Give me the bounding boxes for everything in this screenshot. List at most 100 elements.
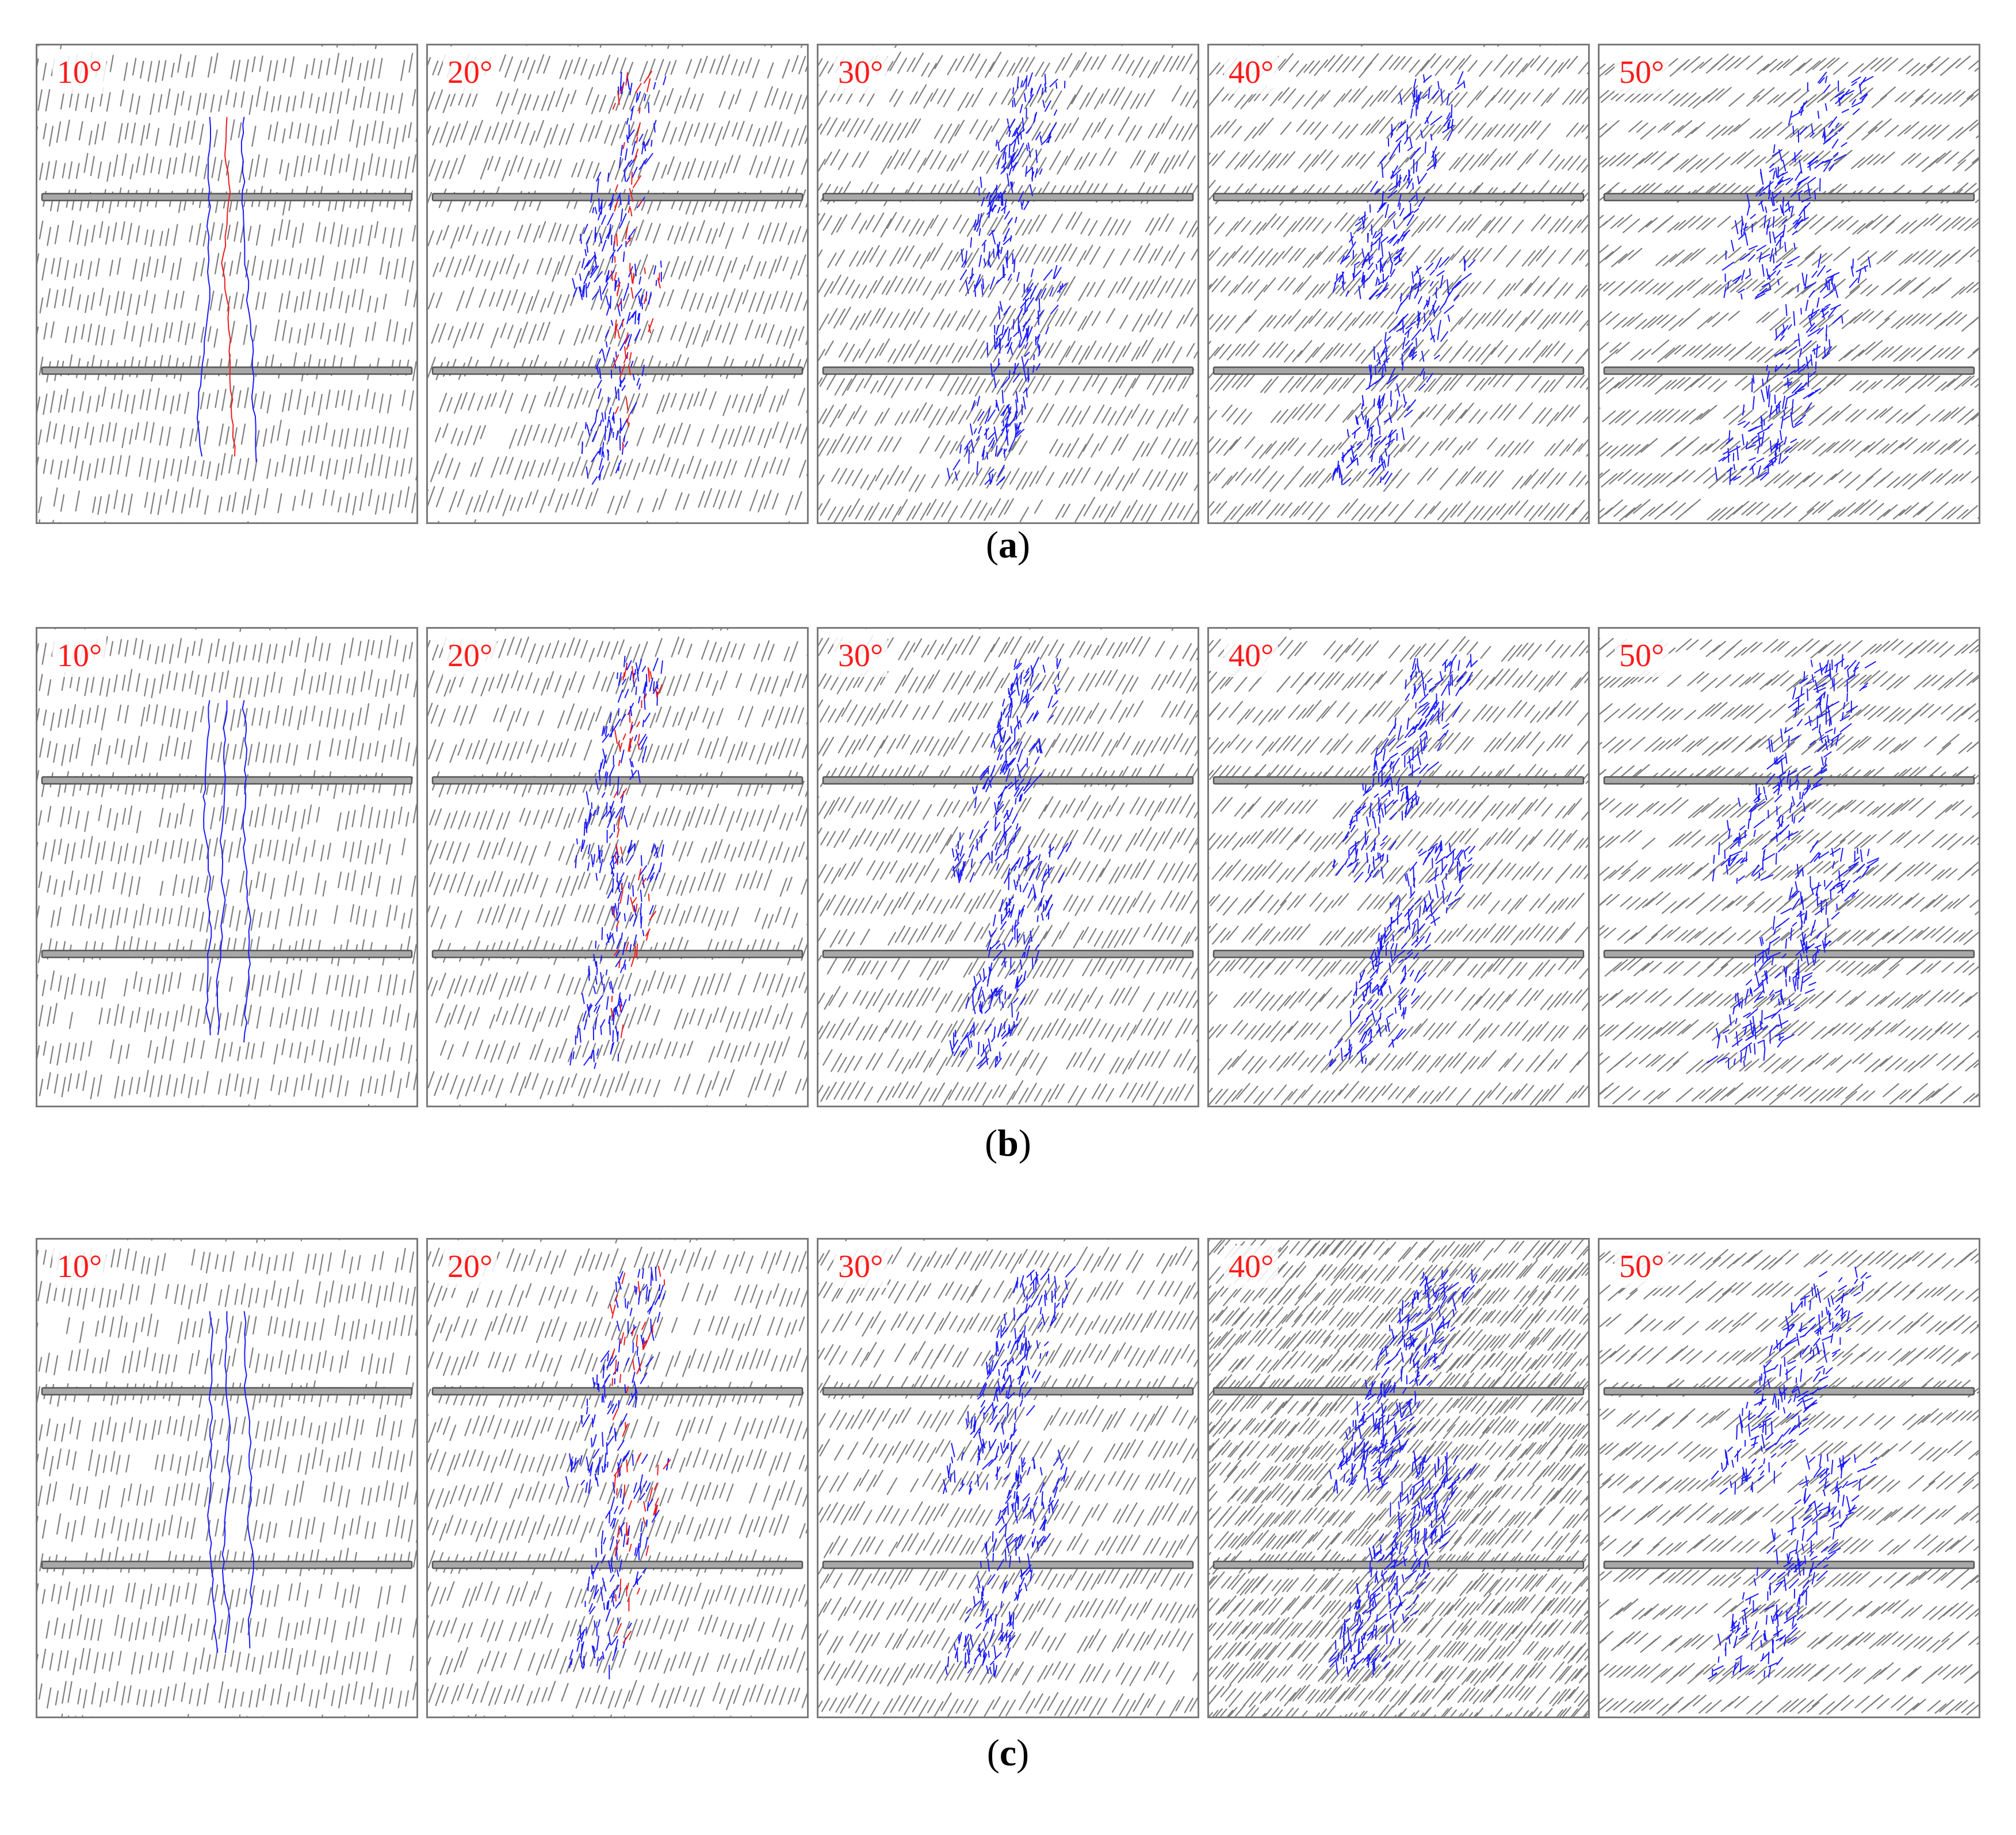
- simulation-panel: 10°: [36, 1238, 418, 1718]
- tensile-cracks: [207, 1311, 254, 1653]
- joint-and-crack-field: [1209, 1240, 1588, 1717]
- joint-and-crack-field: [37, 45, 416, 522]
- joint-angle-label: 50°: [1615, 1245, 1669, 1288]
- joint-set: [818, 45, 1198, 522]
- caption-letter: b: [997, 1122, 1019, 1164]
- tensile-cracks: [1715, 71, 1874, 485]
- joint-set: [37, 629, 416, 1106]
- lower-bolt: [431, 1561, 804, 1569]
- tensile-cracks: [1328, 1269, 1478, 1677]
- subfigure-caption: (a): [0, 523, 2016, 567]
- joint-angle-label: 40°: [1224, 51, 1279, 94]
- upper-bolt: [822, 776, 1194, 785]
- joint-and-crack-field: [818, 629, 1198, 1106]
- simulation-panel: 10°: [36, 44, 418, 524]
- joint-set: [428, 45, 807, 522]
- upper-bolt: [1603, 193, 1975, 201]
- caption-paren-open: (: [986, 1732, 1000, 1774]
- joint-angle-label: 50°: [1615, 634, 1669, 677]
- subfigure-caption: (b): [0, 1122, 2016, 1165]
- joint-angle-label: 30°: [833, 1245, 888, 1288]
- caption-paren-open: (: [986, 524, 999, 566]
- joint-set: [1209, 45, 1588, 522]
- lower-bolt: [41, 1561, 413, 1569]
- joint-lines: [428, 45, 807, 522]
- tensile-cracks: [947, 72, 1068, 486]
- joint-lines: [37, 629, 416, 1106]
- simulation-panel: 20°: [426, 1238, 809, 1718]
- tensile-cracks: [565, 1267, 670, 1680]
- lower-bolt: [41, 366, 413, 375]
- joint-lines: [1600, 1240, 1979, 1717]
- simulation-panel: 10°: [36, 627, 418, 1107]
- upper-bolt: [1603, 1387, 1975, 1396]
- caption-letter: c: [999, 1732, 1017, 1774]
- upper-bolt: [1603, 776, 1975, 785]
- simulation-panel: 30°: [817, 44, 1199, 524]
- joint-and-crack-field: [37, 629, 416, 1106]
- upper-bolt: [431, 776, 804, 785]
- upper-bolt: [41, 776, 413, 785]
- lower-bolt: [431, 366, 804, 375]
- joint-angle-label: 30°: [833, 634, 888, 677]
- simulation-panel: 40°: [1207, 44, 1590, 524]
- tensile-cracks: [569, 656, 664, 1069]
- joint-angle-label: 10°: [52, 51, 107, 94]
- shear-cracks: [609, 1266, 671, 1643]
- upper-bolt: [822, 1387, 1194, 1396]
- simulation-panel: 40°: [1207, 1238, 1590, 1718]
- upper-bolt: [822, 193, 1194, 201]
- shear-cracks: [610, 70, 661, 450]
- joint-and-crack-field: [818, 45, 1198, 522]
- subfigure-caption: (c): [0, 1731, 2016, 1775]
- simulation-panel: 50°: [1598, 44, 1980, 524]
- caption-paren-close: ): [1017, 524, 1030, 566]
- joint-angle-label: 10°: [52, 1245, 107, 1288]
- simulation-panel: 20°: [426, 44, 809, 524]
- joint-and-crack-field: [428, 1240, 807, 1717]
- shear-cracks: [221, 117, 236, 457]
- joint-set: [428, 1240, 807, 1717]
- tensile-cracks: [202, 700, 252, 1043]
- joint-angle-label: 50°: [1615, 51, 1669, 94]
- simulation-panel: 50°: [1598, 627, 1980, 1107]
- joint-lines: [1600, 637, 1979, 1106]
- joint-angle-label: 20°: [443, 634, 498, 677]
- joint-lines: [818, 45, 1198, 522]
- joint-and-crack-field: [1600, 637, 1979, 1106]
- joint-lines: [1209, 1240, 1588, 1717]
- joint-lines: [428, 1240, 807, 1717]
- joint-angle-label: 40°: [1224, 1245, 1279, 1288]
- simulation-panel: 40°: [1207, 627, 1590, 1107]
- joint-and-crack-field: [428, 629, 807, 1106]
- lower-bolt: [822, 950, 1194, 958]
- joint-angle-label: 30°: [833, 51, 888, 94]
- tensile-cracks: [1329, 653, 1478, 1068]
- joint-and-crack-field: [1209, 629, 1588, 1106]
- upper-bolt: [41, 193, 413, 201]
- joint-and-crack-field: [818, 1240, 1198, 1717]
- joint-angle-label: 10°: [52, 634, 107, 677]
- simulation-panel: 50°: [1598, 1238, 1980, 1718]
- caption-paren-close: ): [1018, 1122, 1031, 1164]
- caption-paren-open: (: [985, 1122, 998, 1164]
- joint-set: [1600, 637, 1979, 1106]
- joint-and-crack-field: [1600, 53, 1979, 522]
- upper-bolt: [431, 1387, 804, 1396]
- upper-bolt: [1212, 1387, 1585, 1396]
- caption-paren-close: ): [1016, 1732, 1030, 1774]
- joint-set: [1209, 1240, 1588, 1717]
- joint-and-crack-field: [1209, 45, 1588, 522]
- lower-bolt: [822, 1561, 1194, 1569]
- joint-and-crack-field: [1600, 1240, 1979, 1717]
- joint-set: [1600, 53, 1979, 522]
- joint-angle-label: 40°: [1224, 634, 1279, 677]
- joint-lines: [1600, 53, 1979, 522]
- lower-bolt: [1212, 950, 1585, 958]
- tensile-cracks: [572, 71, 667, 485]
- simulation-panel: 30°: [817, 627, 1199, 1107]
- tensile-cracks: [196, 117, 257, 462]
- joint-angle-label: 20°: [443, 51, 498, 94]
- upper-bolt: [1212, 193, 1585, 201]
- tensile-cracks: [949, 656, 1072, 1070]
